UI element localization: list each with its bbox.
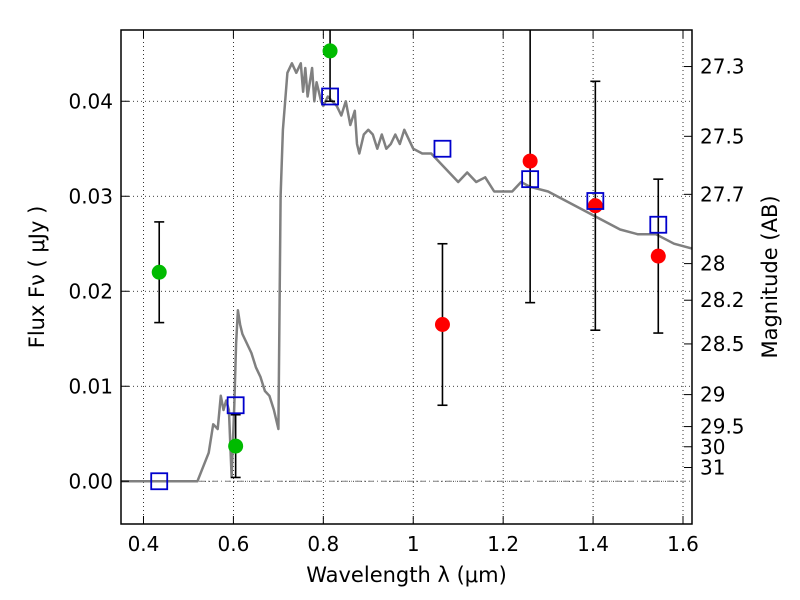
grid	[121, 30, 692, 524]
model-flux-square	[649, 215, 668, 234]
x-axis-label: Wavelength λ (μm)	[306, 563, 507, 587]
model-flux-square	[586, 192, 605, 210]
y-tick-label: 0.00	[68, 469, 113, 493]
photometry-point	[151, 264, 167, 280]
photometry-point	[587, 198, 603, 214]
y-tick-label: 0.02	[68, 279, 113, 303]
y-axis-label: Flux Fν ( μJy )	[25, 206, 49, 349]
y-tick-label: 0.03	[68, 184, 113, 208]
model-flux-square	[150, 472, 169, 491]
plot-area	[121, 30, 692, 491]
photometry-point	[228, 438, 244, 454]
model-flux-square	[321, 87, 339, 106]
magnitude-tick-label: 28.2	[700, 288, 745, 312]
magnitude-tick-label: 29.5	[700, 415, 745, 439]
x-tick-label: 1.4	[577, 532, 609, 556]
magnitude-tick-label: 27.7	[700, 182, 745, 206]
x-tick-label: 1.2	[487, 532, 519, 556]
ticks: 0.4 0.6 0.8 1 1.2 1.4 1.6 0.00 0.01 0.02 0.03 0.04 2…	[68, 30, 745, 556]
model-flux-square	[521, 170, 540, 189]
magnitude-tick-label: 30	[700, 435, 725, 459]
model-flux-square	[226, 396, 245, 415]
axes-frame	[120, 29, 693, 525]
magnitude-tick-label: 27.3	[700, 55, 745, 79]
right-y-axis-label: Magnitude (AB)	[758, 195, 782, 358]
magnitude-tick-label: 27.5	[700, 124, 745, 148]
photometry-point	[322, 43, 338, 59]
x-tick-label: 1.6	[667, 532, 699, 556]
y-tick-label: 0.04	[68, 89, 113, 113]
magnitude-tick-label: 29	[700, 383, 725, 407]
photometry-point	[522, 153, 538, 169]
model-flux-square	[433, 139, 452, 158]
model-spectrum-line	[121, 62, 692, 483]
x-tick-label: 0.6	[217, 532, 249, 556]
x-tick-label: 0.8	[307, 532, 339, 556]
photometry-point	[650, 248, 666, 264]
x-tick-label: 0.4	[128, 532, 160, 556]
magnitude-tick-label: 28.5	[700, 332, 745, 356]
photometry-point	[434, 317, 450, 332]
y-tick-label: 0.01	[68, 374, 113, 398]
magnitude-tick-label: 28	[700, 252, 725, 276]
magnitude-tick-label: 31	[700, 456, 725, 480]
x-tick-label: 1	[407, 532, 420, 556]
